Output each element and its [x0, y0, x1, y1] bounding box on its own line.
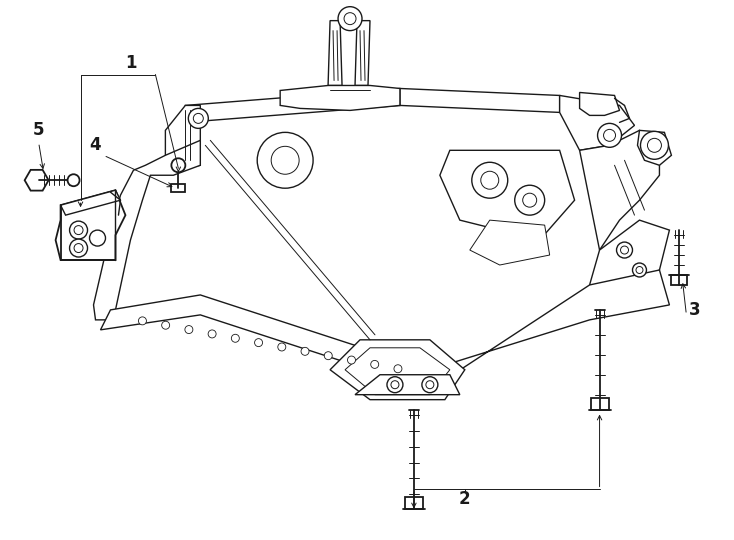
Circle shape — [70, 221, 87, 239]
Polygon shape — [345, 348, 450, 395]
Circle shape — [597, 123, 622, 147]
Circle shape — [636, 267, 643, 273]
Polygon shape — [589, 220, 669, 290]
Circle shape — [641, 131, 669, 159]
Polygon shape — [440, 150, 575, 240]
Polygon shape — [672, 275, 688, 285]
Circle shape — [481, 171, 498, 189]
Polygon shape — [186, 89, 400, 123]
Polygon shape — [638, 130, 672, 165]
Circle shape — [301, 347, 309, 355]
Circle shape — [647, 138, 661, 152]
Circle shape — [171, 158, 186, 172]
Circle shape — [523, 193, 537, 207]
Circle shape — [633, 263, 647, 277]
Circle shape — [472, 163, 508, 198]
Circle shape — [515, 185, 545, 215]
Circle shape — [185, 326, 193, 334]
Polygon shape — [93, 140, 200, 320]
Circle shape — [338, 6, 362, 31]
Polygon shape — [355, 375, 459, 395]
Circle shape — [271, 146, 299, 174]
Polygon shape — [559, 96, 634, 150]
Polygon shape — [330, 340, 465, 400]
Circle shape — [620, 246, 628, 254]
Circle shape — [347, 356, 355, 364]
Polygon shape — [101, 295, 430, 390]
Text: 2: 2 — [459, 490, 470, 508]
Circle shape — [603, 130, 616, 141]
Circle shape — [161, 321, 170, 329]
Circle shape — [344, 12, 356, 25]
Polygon shape — [165, 105, 200, 170]
Circle shape — [394, 364, 402, 373]
Circle shape — [74, 244, 83, 253]
Circle shape — [139, 317, 146, 325]
Circle shape — [324, 352, 333, 360]
Circle shape — [74, 226, 83, 234]
Circle shape — [90, 230, 106, 246]
Circle shape — [387, 377, 403, 393]
Circle shape — [70, 239, 87, 257]
Circle shape — [617, 242, 633, 258]
Circle shape — [208, 330, 216, 338]
Text: 1: 1 — [125, 53, 137, 71]
Circle shape — [422, 377, 438, 393]
Polygon shape — [405, 497, 423, 509]
Circle shape — [68, 174, 79, 186]
Polygon shape — [328, 21, 342, 85]
Text: 5: 5 — [33, 122, 44, 139]
Circle shape — [255, 339, 263, 347]
Circle shape — [257, 132, 313, 188]
Polygon shape — [355, 21, 370, 85]
Circle shape — [189, 109, 208, 129]
Polygon shape — [56, 190, 126, 260]
Polygon shape — [61, 190, 120, 215]
Text: 4: 4 — [90, 136, 101, 154]
Circle shape — [193, 113, 203, 123]
Circle shape — [391, 381, 399, 389]
Polygon shape — [280, 85, 400, 110]
Circle shape — [371, 360, 379, 368]
Polygon shape — [580, 130, 659, 250]
Polygon shape — [400, 89, 559, 112]
Circle shape — [426, 381, 434, 389]
Polygon shape — [25, 170, 48, 191]
Polygon shape — [171, 184, 186, 192]
Polygon shape — [591, 397, 608, 410]
Circle shape — [277, 343, 286, 351]
Polygon shape — [430, 270, 669, 390]
Circle shape — [231, 334, 239, 342]
Polygon shape — [580, 92, 619, 116]
Text: 3: 3 — [688, 301, 700, 319]
Polygon shape — [470, 220, 550, 265]
